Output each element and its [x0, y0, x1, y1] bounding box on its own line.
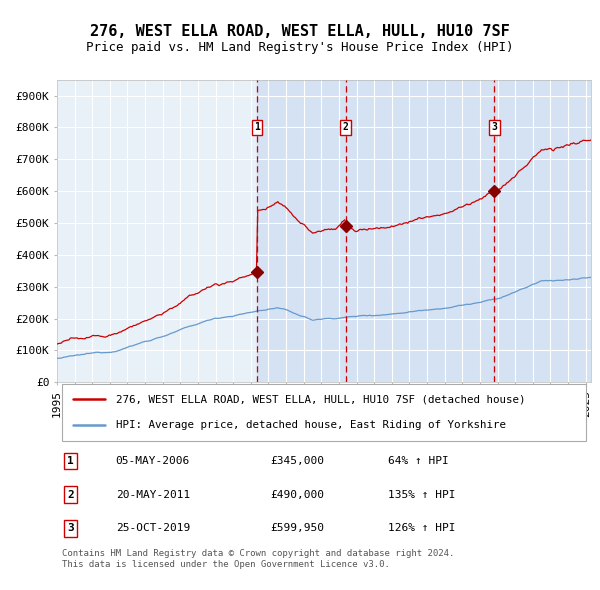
- Text: 2: 2: [67, 490, 74, 500]
- Text: Price paid vs. HM Land Registry's House Price Index (HPI): Price paid vs. HM Land Registry's House …: [86, 41, 514, 54]
- Text: 2: 2: [343, 123, 349, 132]
- Text: 25-OCT-2019: 25-OCT-2019: [116, 523, 190, 533]
- Text: 135% ↑ HPI: 135% ↑ HPI: [388, 490, 455, 500]
- Text: 05-MAY-2006: 05-MAY-2006: [116, 456, 190, 466]
- Bar: [494, 80, 591, 382]
- Text: 1: 1: [254, 123, 260, 132]
- Bar: [257, 80, 346, 382]
- Text: £599,950: £599,950: [271, 523, 325, 533]
- Text: 3: 3: [491, 123, 497, 132]
- Text: £490,000: £490,000: [271, 490, 325, 500]
- Text: 276, WEST ELLA ROAD, WEST ELLA, HULL, HU10 7SF: 276, WEST ELLA ROAD, WEST ELLA, HULL, HU…: [90, 24, 510, 38]
- Text: 1: 1: [67, 456, 74, 466]
- Text: Contains HM Land Registry data © Crown copyright and database right 2024.
This d: Contains HM Land Registry data © Crown c…: [62, 549, 455, 569]
- Text: 276, WEST ELLA ROAD, WEST ELLA, HULL, HU10 7SF (detached house): 276, WEST ELLA ROAD, WEST ELLA, HULL, HU…: [116, 394, 525, 404]
- Text: 20-MAY-2011: 20-MAY-2011: [116, 490, 190, 500]
- Text: 3: 3: [67, 523, 74, 533]
- Text: HPI: Average price, detached house, East Riding of Yorkshire: HPI: Average price, detached house, East…: [116, 420, 506, 430]
- Bar: [346, 80, 494, 382]
- Text: 126% ↑ HPI: 126% ↑ HPI: [388, 523, 455, 533]
- Text: 64% ↑ HPI: 64% ↑ HPI: [388, 456, 449, 466]
- FancyBboxPatch shape: [62, 384, 586, 441]
- Text: £345,000: £345,000: [271, 456, 325, 466]
